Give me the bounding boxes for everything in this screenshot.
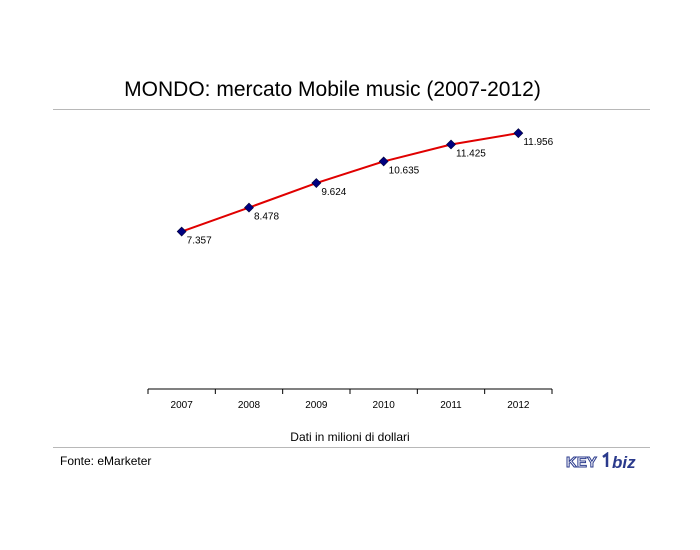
series-line <box>181 132 519 233</box>
data-point-marker <box>378 156 389 167</box>
series-markers <box>176 128 524 237</box>
x-tick-label: 2008 <box>238 400 261 411</box>
data-label: 8.478 <box>254 212 279 223</box>
data-label: 11.956 <box>523 137 553 148</box>
bottom-divider <box>53 447 650 448</box>
x-tick-label: 2009 <box>305 400 328 411</box>
x-tick-label: 2007 <box>171 400 194 411</box>
unit-note: Dati in milioni di dollari <box>290 430 410 444</box>
top-divider <box>53 109 650 110</box>
data-label: 10.635 <box>389 165 420 176</box>
x-axis: 2007 2008 2009 2010 2011 2012 <box>147 388 553 411</box>
x-tick-label: 2011 <box>440 400 462 411</box>
chart-title: MONDO: mercato Mobile music (2007-2012) <box>124 78 541 101</box>
data-label: 11.425 <box>456 149 486 160</box>
logo-key-text: KEY <box>566 454 597 471</box>
data-point-marker <box>244 202 254 213</box>
data-point-marker <box>176 226 187 237</box>
data-labels: 7.357 8.478 9.624 10.635 11.425 11.956 <box>187 137 554 246</box>
data-point-marker <box>513 128 524 139</box>
logo-four-glyph <box>602 452 609 467</box>
data-point-marker <box>311 178 322 188</box>
x-tick-label: 2012 <box>507 400 530 411</box>
data-label: 7.357 <box>187 236 212 247</box>
series-line-path <box>181 132 519 233</box>
logo-biz-text: biz <box>612 453 636 472</box>
key4biz-logo: KEY biz <box>566 452 636 472</box>
data-label: 9.624 <box>321 187 346 198</box>
source-credit: Fonte: eMarketer <box>60 454 152 468</box>
data-point-marker <box>446 139 456 150</box>
x-tick-label: 2010 <box>373 400 396 411</box>
